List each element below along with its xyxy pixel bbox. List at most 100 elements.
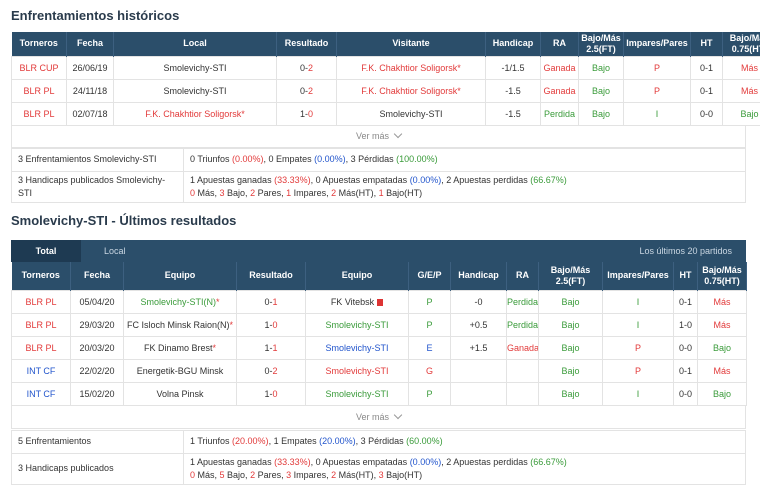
team1-cell[interactable]: FK Dinamo Brest*	[123, 335, 237, 360]
tournament-cell[interactable]: INT CF	[11, 358, 71, 383]
team2-cell[interactable]: Smolevichy-STI	[305, 335, 409, 360]
star-icon: *	[241, 108, 245, 119]
column-header: Local	[113, 32, 277, 56]
tab-local[interactable]: Local	[104, 246, 126, 256]
away-team-name[interactable]: Smolevichy-STI	[379, 108, 443, 119]
summary-part: , 3 Pérdidas	[345, 154, 397, 164]
result-cell: 0-1	[236, 289, 306, 314]
team1-name[interactable]: Energetik-BGU Minsk	[136, 365, 224, 376]
away-team-name[interactable]: F.K. Chakhtior Soligorsk	[361, 62, 458, 73]
result-cell: 1-0	[276, 101, 337, 126]
ra-cell: Perdida	[540, 101, 579, 126]
team2-cell[interactable]: Smolevichy-STI	[305, 381, 409, 406]
home-team-name[interactable]: F.K. Chakhtior Soligorsk	[145, 108, 242, 119]
team2-name[interactable]: Smolevichy-STI	[325, 342, 389, 353]
tournament-cell[interactable]: INT CF	[11, 381, 71, 406]
summary-part: Pares,	[255, 470, 287, 480]
team1-name[interactable]: FK Dinamo Brest	[143, 342, 213, 353]
team1-cell[interactable]: FC Isloch Minsk Raion(N)*	[123, 312, 237, 337]
home-team-name[interactable]: Smolevichy-STI	[163, 62, 227, 73]
table-row: INT CF 15/02/20 Volna Pinsk 1-0 Smolevichy-S…	[11, 381, 747, 406]
ra-cell: Perdida	[506, 289, 539, 314]
away-team-cell[interactable]: F.K. Chakhtior Soligorsk*	[336, 78, 486, 103]
summary-part: , 3 Pérdidas	[355, 436, 407, 446]
recent-ver-mas-button[interactable]: Ver más	[11, 406, 746, 429]
summary-part: (20.00%)	[232, 436, 269, 446]
h2h-table: Torneros Fecha Local Resultado Visitante Hand…	[11, 32, 760, 126]
team1-cell[interactable]: Volna Pinsk	[123, 381, 237, 406]
odd-even-cell: P	[602, 335, 674, 360]
score-home: 1	[264, 342, 270, 353]
column-header: HT	[673, 262, 698, 290]
summary-part: (66.67%)	[530, 175, 567, 185]
team1-name[interactable]: Smolevichy-STI(N)	[140, 296, 216, 307]
recent-summary-handicaps: 1 Apuestas ganadas (33.33%), 0 Apuestas …	[184, 454, 745, 484]
h2h-summary-label-1: 3 Enfrentamientos Smolevichy-STI	[12, 149, 184, 171]
home-team-cell[interactable]: F.K. Chakhtior Soligorsk*	[113, 101, 277, 126]
result-cell: 1-1	[236, 335, 306, 360]
home-team-cell[interactable]: Smolevichy-STI	[113, 55, 277, 80]
team1-cell[interactable]: Smolevichy-STI(N)*	[123, 289, 237, 314]
summary-part: (0.00%)	[409, 175, 442, 185]
column-header: Fecha	[70, 262, 124, 290]
tournament-cell[interactable]: BLR PL	[11, 101, 67, 126]
tab-total[interactable]: Total	[11, 240, 81, 262]
result-cell: 0-2	[236, 358, 306, 383]
summary-part: 1 Apuestas ganadas	[190, 175, 275, 185]
home-team-cell[interactable]: Smolevichy-STI	[113, 78, 277, 103]
team1-cell[interactable]: Energetik-BGU Minsk	[123, 358, 237, 383]
tournament-cell[interactable]: BLR PL	[11, 312, 71, 337]
team1-name[interactable]: Volna Pinsk	[156, 388, 204, 399]
table-row: BLR CUP 26/06/19 Smolevichy-STI 0-2 F.K. Cha…	[11, 55, 760, 80]
tournament-cell[interactable]: BLR PL	[11, 289, 71, 314]
team2-cell[interactable]: Smolevichy-STI	[305, 358, 409, 383]
summary-part: (60.00%)	[406, 436, 443, 446]
tournament-cell[interactable]: BLR CUP	[11, 55, 67, 80]
summary-part: 3	[219, 188, 225, 198]
tournament-cell[interactable]: BLR PL	[11, 335, 71, 360]
score-sep: -	[269, 319, 273, 330]
summary-part: 3	[378, 470, 384, 480]
team2-cell[interactable]: Smolevichy-STI	[305, 312, 409, 337]
tournament-cell[interactable]: BLR PL	[11, 78, 67, 103]
away-team-name[interactable]: F.K. Chakhtior Soligorsk	[361, 85, 458, 96]
column-header: Handicap	[485, 32, 541, 56]
summary-part: Bajo(HT)	[383, 470, 423, 480]
score-home: 1	[264, 319, 270, 330]
team2-cell[interactable]: FK Vitebsk	[305, 289, 409, 314]
team2-name[interactable]: Smolevichy-STI	[325, 319, 389, 330]
score-away: 2	[272, 365, 278, 376]
over-under-cell: Bajo	[578, 78, 624, 103]
team2-name[interactable]: FK Vitebsk	[330, 296, 375, 307]
last-matches-selector[interactable]: Los últimos 20 partidos	[639, 246, 732, 256]
h2h-title: Enfrentamientos históricos	[11, 8, 180, 23]
odd-even-cell: I	[623, 101, 691, 126]
summary-part: , 0 Apuestas empatadas	[310, 175, 410, 185]
score-home: 0	[264, 365, 270, 376]
column-header: Resultado	[236, 262, 306, 290]
table-row: BLR PL 29/03/20 FC Isloch Minsk Raion(N)* 1…	[11, 312, 747, 337]
summary-part: , 2 Apuestas perdidas	[441, 457, 531, 467]
date-cell: 22/02/20	[70, 358, 124, 383]
score-home: 0	[299, 62, 305, 73]
summary-part: Pares,	[255, 188, 287, 198]
gep-cell: E	[408, 335, 451, 360]
summary-part: , 0 Apuestas empatadas	[310, 457, 410, 467]
team2-name[interactable]: Smolevichy-STI	[325, 365, 389, 376]
odd-even-cell: I	[602, 289, 674, 314]
score-home: 1	[264, 388, 270, 399]
team2-name[interactable]: Smolevichy-STI	[325, 388, 389, 399]
away-team-cell[interactable]: Smolevichy-STI	[336, 101, 486, 126]
handicap-cell: +0.5	[450, 312, 507, 337]
column-header: Bajo/Más 2.5(FT)	[578, 32, 624, 56]
summary-part: 0	[190, 188, 196, 198]
result-cell: 0-2	[276, 78, 337, 103]
over-under-cell: Bajo	[538, 335, 603, 360]
table-row: BLR PL 02/07/18 F.K. Chakhtior Soligorsk* 1…	[11, 101, 760, 126]
date-cell: 20/03/20	[70, 335, 124, 360]
away-team-cell[interactable]: F.K. Chakhtior Soligorsk*	[336, 55, 486, 80]
team1-name[interactable]: FC Isloch Minsk Raion(N)	[126, 319, 230, 330]
home-team-name[interactable]: Smolevichy-STI	[163, 85, 227, 96]
handicap-cell: -1.5	[485, 78, 541, 103]
h2h-ver-mas-button[interactable]: Ver más	[11, 125, 746, 148]
